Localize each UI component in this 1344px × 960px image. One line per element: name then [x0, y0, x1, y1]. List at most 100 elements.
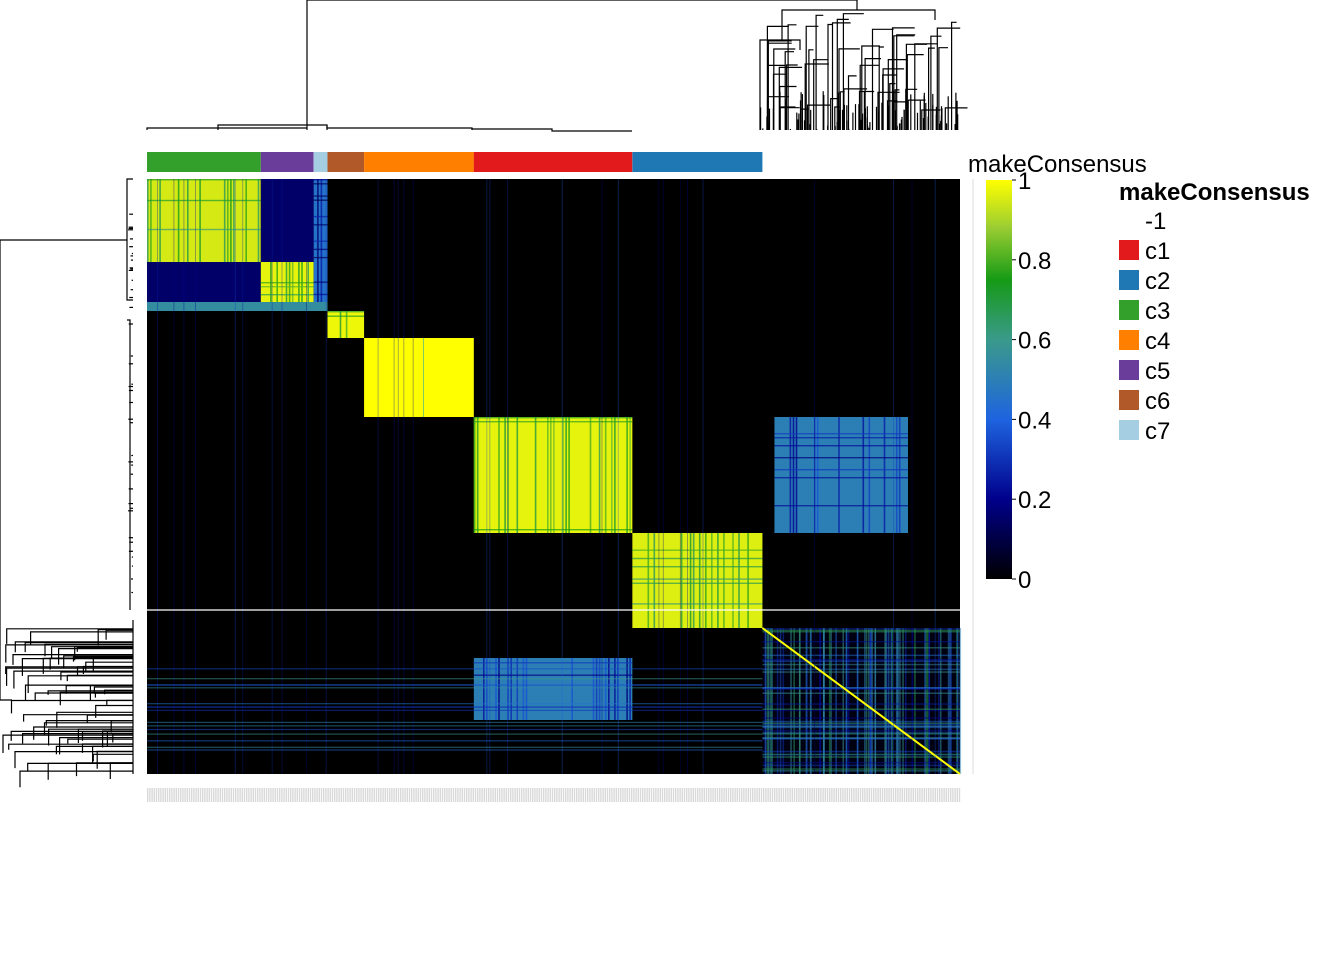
sparse-line: [147, 703, 763, 705]
column-label-mark: [950, 788, 952, 802]
column-label-mark: [329, 788, 331, 802]
block-c7-strip-stripe: [313, 199, 328, 201]
dendrogram-branch: [89, 684, 133, 701]
dendrogram-branch: [55, 745, 133, 755]
column-label-mark: [461, 788, 463, 802]
column-label-mark: [604, 788, 606, 802]
legend-swatch: [1119, 390, 1139, 410]
column-label-mark: [859, 788, 862, 802]
column-label-mark: [147, 788, 149, 802]
column-label-mark: [265, 788, 268, 802]
dendrogram-branch: [471, 128, 553, 130]
dendrogram-branch: [830, 98, 839, 130]
dendrogram-branch: [847, 75, 857, 130]
dendrogram-branch: [63, 655, 133, 668]
column-label-mark: [778, 788, 780, 802]
column-label-mark: [628, 788, 631, 802]
column-label-mark: [811, 788, 813, 802]
column-label-mark: [320, 788, 323, 802]
column-label-mark: [642, 788, 644, 802]
dendrogram-branch: [10, 730, 133, 741]
dendrogram-branch: [45, 720, 133, 726]
column-label-mark: [309, 788, 312, 802]
sparse-line: [403, 179, 405, 774]
column-label-mark: [771, 788, 774, 802]
column-label-mark: [598, 788, 600, 802]
block-c1-noise-stripe: [838, 417, 840, 533]
dendrogram-branch: [14, 641, 133, 653]
column-label-mark: [558, 788, 560, 802]
block-c1-stripe: [604, 417, 607, 533]
dendrogram-branch: [22, 733, 133, 744]
column-label-mark: [958, 788, 961, 802]
sparse-line: [147, 687, 763, 689]
noise-stripe: [902, 628, 904, 774]
sparse-line: [679, 179, 681, 774]
noise-stripe: [762, 764, 960, 767]
column-label-mark: [776, 788, 778, 802]
column-label-mark: [382, 788, 384, 802]
block-c7-strip-stripe: [313, 240, 328, 242]
noise-stripe: [762, 768, 960, 770]
legend-swatch: [1119, 420, 1139, 440]
noise-stripe: [776, 628, 779, 774]
dendrogram-branch: [92, 753, 133, 762]
legend-item-c4: c4: [1119, 328, 1170, 355]
block-noise-c1-stripe: [614, 658, 616, 720]
column-label-mark: [463, 788, 466, 802]
noise-stripe: [762, 722, 960, 725]
column-label-mark: [307, 788, 309, 802]
block-c1-stripe: [611, 417, 613, 533]
dendrogram-branch: [930, 35, 942, 130]
column-label-mark: [494, 788, 496, 802]
noise-stripe: [768, 628, 770, 774]
noise-stripe: [762, 660, 960, 662]
block-noise-c1-stripe: [486, 658, 488, 720]
dendrogram-branch: [831, 22, 851, 130]
column-label-mark: [818, 788, 820, 802]
block-c1-stripe: [565, 417, 567, 533]
column-label-mark: [703, 788, 705, 802]
column-label-mark: [692, 788, 694, 802]
block-c2-stripe: [717, 533, 719, 628]
column-label-mark: [534, 788, 536, 802]
column-label-mark: [679, 788, 681, 802]
block-c1-noise-stripe: [774, 445, 908, 447]
column-label-mark: [395, 788, 397, 802]
column-label-mark: [243, 788, 246, 802]
column-label-mark: [578, 788, 580, 802]
legend-item-unassigned: -1: [1119, 208, 1166, 235]
block-c2-fill: [632, 533, 763, 628]
column-label-mark: [217, 788, 219, 802]
noise-stripe: [896, 628, 899, 774]
block-c3-stripe: [150, 179, 152, 262]
colorbar-gradient: [986, 180, 1012, 579]
noise-stripe: [762, 723, 960, 725]
dendrogram-branch: [861, 45, 880, 130]
column-label-mark: [276, 788, 279, 802]
column-label-mark: [657, 788, 659, 802]
column-label-mark: [241, 788, 243, 802]
column-label-mark: [620, 788, 622, 802]
column-label-mark: [340, 788, 342, 802]
column-label-mark: [455, 788, 457, 802]
noise-stripe: [809, 628, 812, 774]
legend-swatch: [1119, 300, 1139, 320]
column-label-mark: [760, 788, 763, 802]
column-label-mark: [655, 788, 657, 802]
noise-stripe: [793, 628, 795, 774]
block-c5-c3-fill: [147, 262, 261, 302]
block-noise-c1-stripe: [473, 674, 633, 676]
column-label-mark: [169, 788, 171, 802]
legend-label: c5: [1145, 358, 1170, 385]
column-label-mark: [956, 788, 958, 802]
column-label-mark: [206, 788, 208, 802]
column-label-mark: [452, 788, 455, 802]
block-c1-stripe: [629, 417, 631, 533]
block-c7-strip-stripe: [313, 224, 328, 226]
block-c3-c5: [260, 179, 314, 262]
column-label-mark: [688, 788, 690, 802]
noise-stripe: [869, 628, 871, 774]
noise-stripe: [762, 708, 960, 710]
column-label-mark: [697, 788, 699, 802]
